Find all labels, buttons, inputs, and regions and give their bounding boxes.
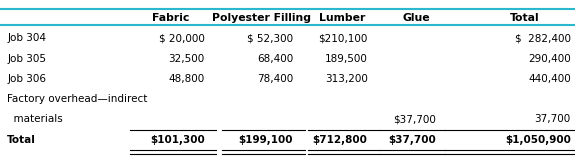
- Text: $ 52,300: $ 52,300: [247, 33, 293, 43]
- Text: $ 20,000: $ 20,000: [159, 33, 205, 43]
- Text: 440,400: 440,400: [528, 74, 571, 84]
- Text: $37,700: $37,700: [393, 114, 436, 124]
- Text: 32,500: 32,500: [168, 53, 205, 63]
- Text: Total: Total: [510, 13, 540, 23]
- Text: 189,500: 189,500: [325, 53, 367, 63]
- Text: 313,200: 313,200: [325, 74, 367, 84]
- Text: Job 305: Job 305: [7, 53, 46, 63]
- Text: 37,700: 37,700: [535, 114, 571, 124]
- Text: Lumber: Lumber: [319, 13, 365, 23]
- Text: $1,050,900: $1,050,900: [505, 135, 571, 145]
- Text: Job 306: Job 306: [7, 74, 46, 84]
- Text: Factory overhead—indirect: Factory overhead—indirect: [7, 94, 147, 104]
- Text: $  282,400: $ 282,400: [515, 33, 571, 43]
- Text: materials: materials: [7, 114, 63, 124]
- Text: $101,300: $101,300: [150, 135, 205, 145]
- Text: Fabric: Fabric: [151, 13, 189, 23]
- Text: 68,400: 68,400: [257, 53, 293, 63]
- Text: Polyester Filling: Polyester Filling: [212, 13, 311, 23]
- Text: Glue: Glue: [402, 13, 430, 23]
- Text: $210,100: $210,100: [318, 33, 367, 43]
- Text: Job 304: Job 304: [7, 33, 46, 43]
- Text: $37,700: $37,700: [389, 135, 436, 145]
- Text: $712,800: $712,800: [313, 135, 367, 145]
- Text: 78,400: 78,400: [257, 74, 293, 84]
- Text: $199,100: $199,100: [239, 135, 293, 145]
- Text: 290,400: 290,400: [528, 53, 571, 63]
- Text: 48,800: 48,800: [168, 74, 205, 84]
- Text: Total: Total: [7, 135, 36, 145]
